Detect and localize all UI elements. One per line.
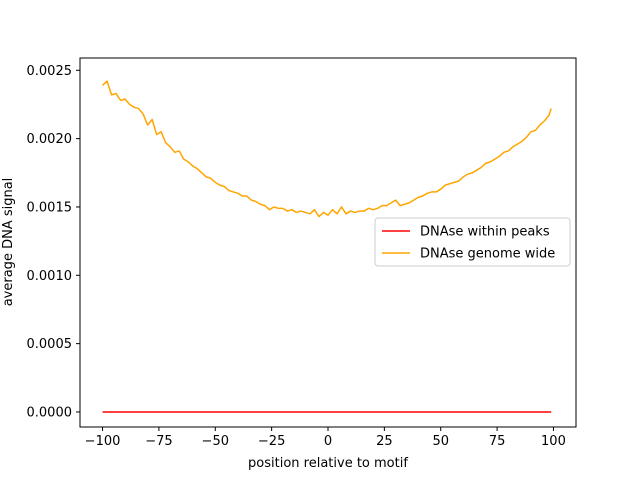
x-axis-label: position relative to motif: [248, 456, 408, 471]
y-tick-label: 0.0005: [27, 337, 73, 352]
legend-box: [374, 217, 571, 267]
y-tick-label: 0.0015: [27, 200, 73, 215]
legend: DNAse within peaks DNAse genome wide: [374, 217, 571, 267]
x-tick-label: −25: [258, 434, 285, 449]
plot-lines: [102, 80, 552, 413]
y-axis-label: average DNA signal: [1, 178, 16, 307]
y-tick-label: 0.0000: [27, 405, 73, 420]
y-axis-ticks: 0.0000 0.0005 0.0010 0.0015 0.0020 0.0025: [27, 64, 80, 420]
x-tick-label: −100: [85, 434, 121, 449]
series-line-1: [102, 80, 552, 218]
x-tick-label: 100: [541, 434, 566, 449]
legend-label-peaks: DNAse within peaks: [420, 225, 550, 240]
x-tick-label: −50: [202, 434, 229, 449]
x-tick-label: 0: [324, 434, 332, 449]
legend-label-genome: DNAse genome wide: [420, 247, 555, 262]
x-tick-label: 50: [432, 434, 449, 449]
x-tick-label: −75: [145, 434, 172, 449]
x-tick-label: 75: [489, 434, 506, 449]
x-axis-ticks: −100 −75 −50 −25 0 25 50 75 100: [85, 427, 566, 449]
y-tick-label: 0.0010: [27, 269, 73, 284]
x-tick-label: 25: [376, 434, 393, 449]
y-tick-label: 0.0025: [27, 64, 73, 79]
y-tick-label: 0.0020: [27, 132, 73, 147]
